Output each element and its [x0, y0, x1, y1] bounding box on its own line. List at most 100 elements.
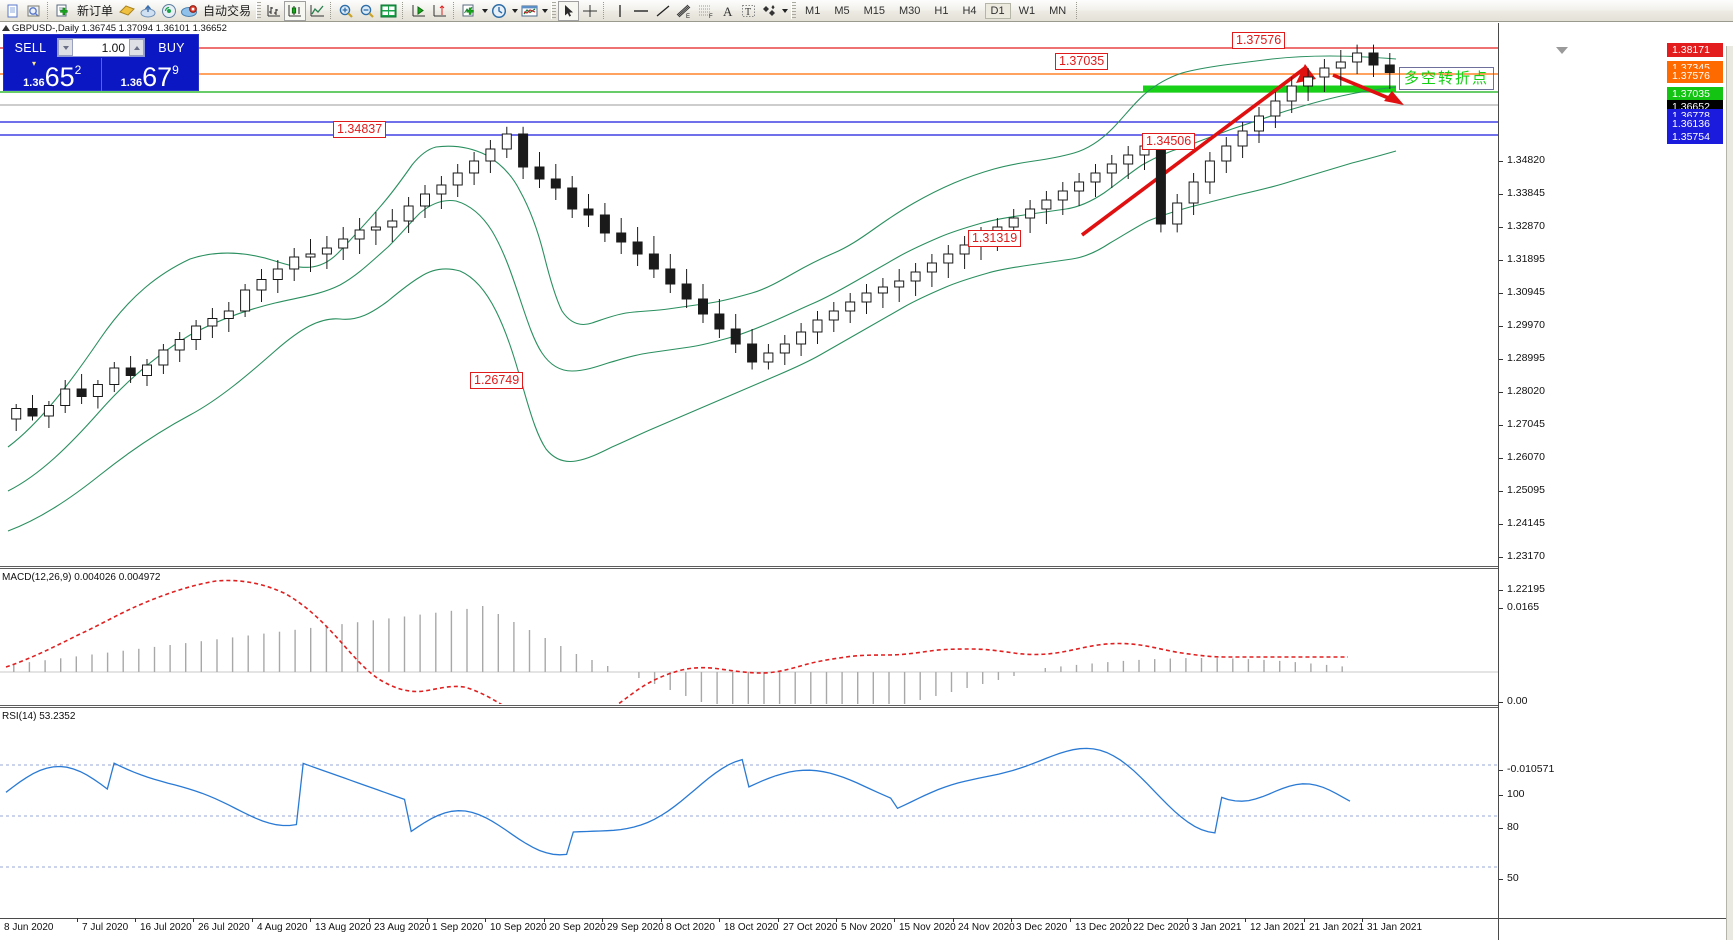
timeframe-m1[interactable]: M1 [805, 4, 821, 17]
timeframe-group: M1 M5 M15 M30 H1 H4 D1 W1 MN [798, 2, 1073, 19]
macd-chart-svg[interactable] [0, 569, 1498, 704]
toolbar-grip[interactable] [791, 2, 797, 19]
time-tick: 1 Sep 2020 [426, 918, 484, 933]
time-tick: 18 Oct 2020 [718, 918, 779, 933]
time-tick: 10 Sep 2020 [485, 918, 547, 933]
rsi-chart-svg[interactable] [0, 709, 1498, 914]
one-click-trading-panel[interactable]: SELL 1.00 BUY ▾ 1.36 65 2 1.36 67 9 [3, 34, 199, 91]
trendline-icon[interactable] [652, 1, 673, 21]
price-tag: 1.37035 [1667, 87, 1723, 101]
text-label-icon[interactable]: A [717, 1, 738, 21]
price-tag: 1.35754 [1667, 130, 1723, 144]
buy-price[interactable]: 1.36 67 9 [100, 58, 199, 91]
new-order-label[interactable]: 新订单 [77, 4, 114, 18]
price-annotation-label[interactable]: 1.26749 [470, 372, 524, 389]
templates-icon[interactable] [519, 1, 540, 21]
buy-button[interactable]: BUY [158, 40, 185, 55]
timeframe-m30[interactable]: M30 [899, 4, 921, 17]
zoom-in-icon[interactable] [336, 1, 357, 21]
document-icon[interactable] [2, 1, 23, 21]
pane-divider-macd[interactable] [0, 566, 1498, 569]
tile-windows-icon[interactable] [378, 1, 399, 21]
timeframe-h4[interactable]: H4 [962, 4, 977, 17]
time-tick: 31 Jan 2021 [1361, 918, 1423, 933]
svg-text:A: A [723, 4, 733, 19]
right-scrollbar[interactable] [1726, 46, 1733, 940]
price-axis[interactable]: 1.34820 1.33845 1.32870 1.31895 1.30945 1.299… [1498, 23, 1726, 940]
zoom-out-icon[interactable] [357, 1, 378, 21]
price-annotation-label[interactable]: 1.31319 [968, 230, 1022, 247]
bar-chart-icon[interactable] [263, 1, 284, 21]
candle-chart-icon[interactable] [284, 0, 307, 21]
timeframe-w1[interactable]: W1 [1018, 4, 1036, 17]
time-tick: 7 Jul 2020 [76, 918, 129, 933]
timeframe-mn[interactable]: MN [1049, 4, 1067, 17]
timeframe-h1[interactable]: H1 [934, 4, 949, 17]
price-annotation-label[interactable]: 1.34506 [1142, 133, 1196, 150]
time-tick: 23 Aug 2020 [368, 918, 431, 933]
equidistant-channel-icon[interactable]: E [673, 1, 695, 21]
text-icon[interactable]: T [738, 1, 759, 21]
sell-button[interactable]: SELL [14, 40, 47, 55]
toolbar-grip[interactable] [551, 2, 557, 19]
price-annotation-label[interactable]: 1.34837 [333, 121, 387, 138]
price-tick: 0.0165 [1499, 601, 1539, 613]
chart-shift-icon[interactable] [408, 1, 429, 21]
volume-stepper[interactable]: 1.00 [57, 38, 145, 57]
sell-price-prefix: 1.36 [23, 77, 45, 89]
pane-divider-rsi[interactable] [0, 705, 1498, 708]
auto-trading-label[interactable]: 自动交易 [203, 4, 252, 18]
price-annotation-label[interactable]: 1.37576 [1232, 32, 1286, 49]
svg-text:T: T [745, 7, 751, 18]
objects-icon[interactable] [759, 1, 780, 21]
timeframe-m15[interactable]: M15 [863, 4, 885, 17]
price-tick: 0.00 [1499, 695, 1527, 707]
vline-icon[interactable] [609, 1, 630, 21]
volume-decrease-button[interactable] [58, 39, 73, 56]
svg-text:F: F [709, 14, 713, 19]
timeframe-d1[interactable]: D1 [984, 2, 1011, 19]
price-tick: 80 [1499, 821, 1519, 833]
price-tick: -0.010571 [1499, 763, 1554, 775]
templates-dropdown-arrow[interactable] [540, 1, 549, 21]
new-order-icon[interactable] [53, 1, 74, 21]
fibonacci-icon[interactable]: F [695, 1, 717, 21]
autotrade-icon[interactable] [179, 1, 200, 21]
hline-icon[interactable] [630, 1, 652, 21]
price-annotation-label[interactable]: 1.37035 [1055, 53, 1109, 70]
crosshair-icon[interactable] [579, 1, 600, 21]
price-tick: 1.28995 [1499, 352, 1545, 364]
price-tick: 1.23170 [1499, 550, 1545, 562]
sell-price[interactable]: ▾ 1.36 65 2 [4, 58, 101, 91]
signal-icon[interactable] [158, 1, 179, 21]
auto-scroll-icon[interactable] [429, 1, 450, 21]
price-tick: 1.26070 [1499, 451, 1545, 463]
period-icon[interactable] [489, 1, 510, 21]
time-axis[interactable]: 8 Jun 2020 7 Jul 2020 16 Jul 2020 26 Jul 20… [0, 918, 1498, 940]
chart-note-label[interactable]: 多空转折点 [1399, 67, 1495, 90]
objects-dropdown-arrow[interactable] [780, 1, 789, 21]
fold-icon[interactable] [116, 1, 137, 21]
cursor-icon[interactable] [558, 0, 580, 21]
buy-price-prefix: 1.36 [120, 77, 143, 89]
time-tick: 24 Nov 2020 [953, 918, 1015, 933]
chart-scroll-handle[interactable] [1556, 47, 1568, 54]
timeframe-m5[interactable]: M5 [834, 4, 850, 17]
time-tick: 5 Nov 2020 [835, 918, 893, 933]
period-dropdown-arrow[interactable] [510, 1, 519, 21]
line-chart-icon[interactable] [306, 1, 327, 21]
time-tick: 3 Dec 2020 [1010, 918, 1068, 933]
publish-icon[interactable] [137, 1, 158, 21]
magnifier-chart-icon[interactable] [23, 1, 44, 21]
chart-canvas-area[interactable]: 1.34837 1.26749 1.31319 1.37035 1.34506 1.375… [0, 23, 1733, 940]
volume-increase-button[interactable] [129, 39, 144, 56]
price-tick: 1.28020 [1499, 385, 1545, 397]
indicators-dropdown-arrow[interactable] [480, 1, 489, 21]
indicators-icon[interactable] [459, 1, 480, 21]
trend-arrow-up [1080, 66, 1307, 237]
rsi-indicator-label: RSI(14) 53.2352 [2, 711, 76, 722]
price-tick: 1.31895 [1499, 253, 1545, 265]
volume-value[interactable]: 1.00 [101, 40, 125, 55]
toolbar-grip[interactable] [256, 2, 262, 19]
